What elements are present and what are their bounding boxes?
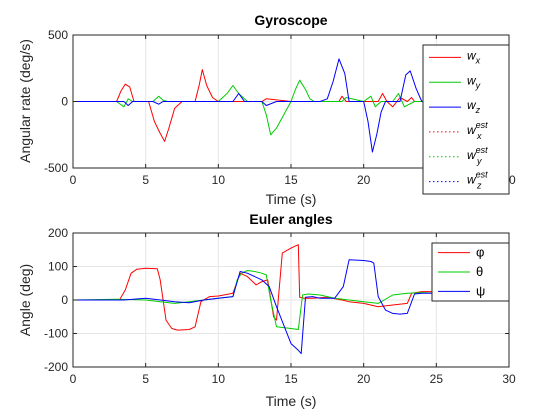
legend-box (422, 44, 510, 195)
legend-label: wy (467, 73, 481, 90)
y-tick-label: 0 (61, 293, 68, 307)
x-tick-label: 10 (212, 173, 226, 187)
series-line-theta (73, 270, 437, 330)
x-tick-label: 0 (70, 372, 77, 386)
legend-label: φ (476, 245, 484, 260)
x-tick-label: 15 (284, 372, 298, 386)
y-tick-label: 500 (48, 28, 68, 42)
series-line-phi (73, 244, 437, 331)
legend-label: west z (467, 170, 488, 191)
legend: wx wy wz west x west y west z (422, 44, 510, 195)
legend-label: θ (476, 264, 483, 279)
x-tick-label: 25 (430, 372, 444, 386)
legend: φθψ (431, 242, 510, 302)
x-axis-label: Time (s) (266, 191, 317, 207)
x-axis-label: Time (s) (266, 393, 317, 409)
series-line-wz (73, 58, 425, 153)
y-tick-label: 100 (48, 260, 68, 274)
y-tick-label: -500 (44, 161, 68, 175)
x-tick-label: 5 (142, 173, 149, 187)
chart-title: Gyroscope (254, 12, 327, 28)
chart-title: Euler angles (249, 211, 332, 227)
series-group (73, 244, 437, 355)
x-tick-label: 0 (70, 173, 77, 187)
y-axis-label: Angle (deg) (17, 264, 33, 336)
series-line-wy (73, 79, 425, 136)
chart-2: 0 5 10 15 20 25 30 -200 -100 0 100 200 Euler angles T… (17, 211, 516, 409)
x-tick-label: 20 (357, 372, 371, 386)
x-tick-label: 15 (284, 173, 298, 187)
legend-label: west x (467, 120, 488, 141)
legend-label: west y (467, 145, 488, 166)
legend-label: wx (467, 48, 481, 65)
y-tick-label: -200 (44, 360, 68, 374)
series-line-psi (73, 259, 437, 355)
y-tick-label: 200 (48, 226, 68, 240)
x-tick-label: 10 (212, 372, 226, 386)
y-tick-label: -100 (44, 327, 68, 341)
x-tick-label: 5 (142, 372, 149, 386)
series-group (73, 58, 425, 153)
legend-label: ψ (476, 283, 485, 298)
y-axis-label: Angular rate (deg/s) (17, 39, 33, 163)
y-tick-label: 0 (61, 95, 68, 109)
legend-label: wz (467, 98, 481, 115)
x-tick-label: 30 (502, 372, 516, 386)
x-tick-label: 20 (357, 173, 371, 187)
